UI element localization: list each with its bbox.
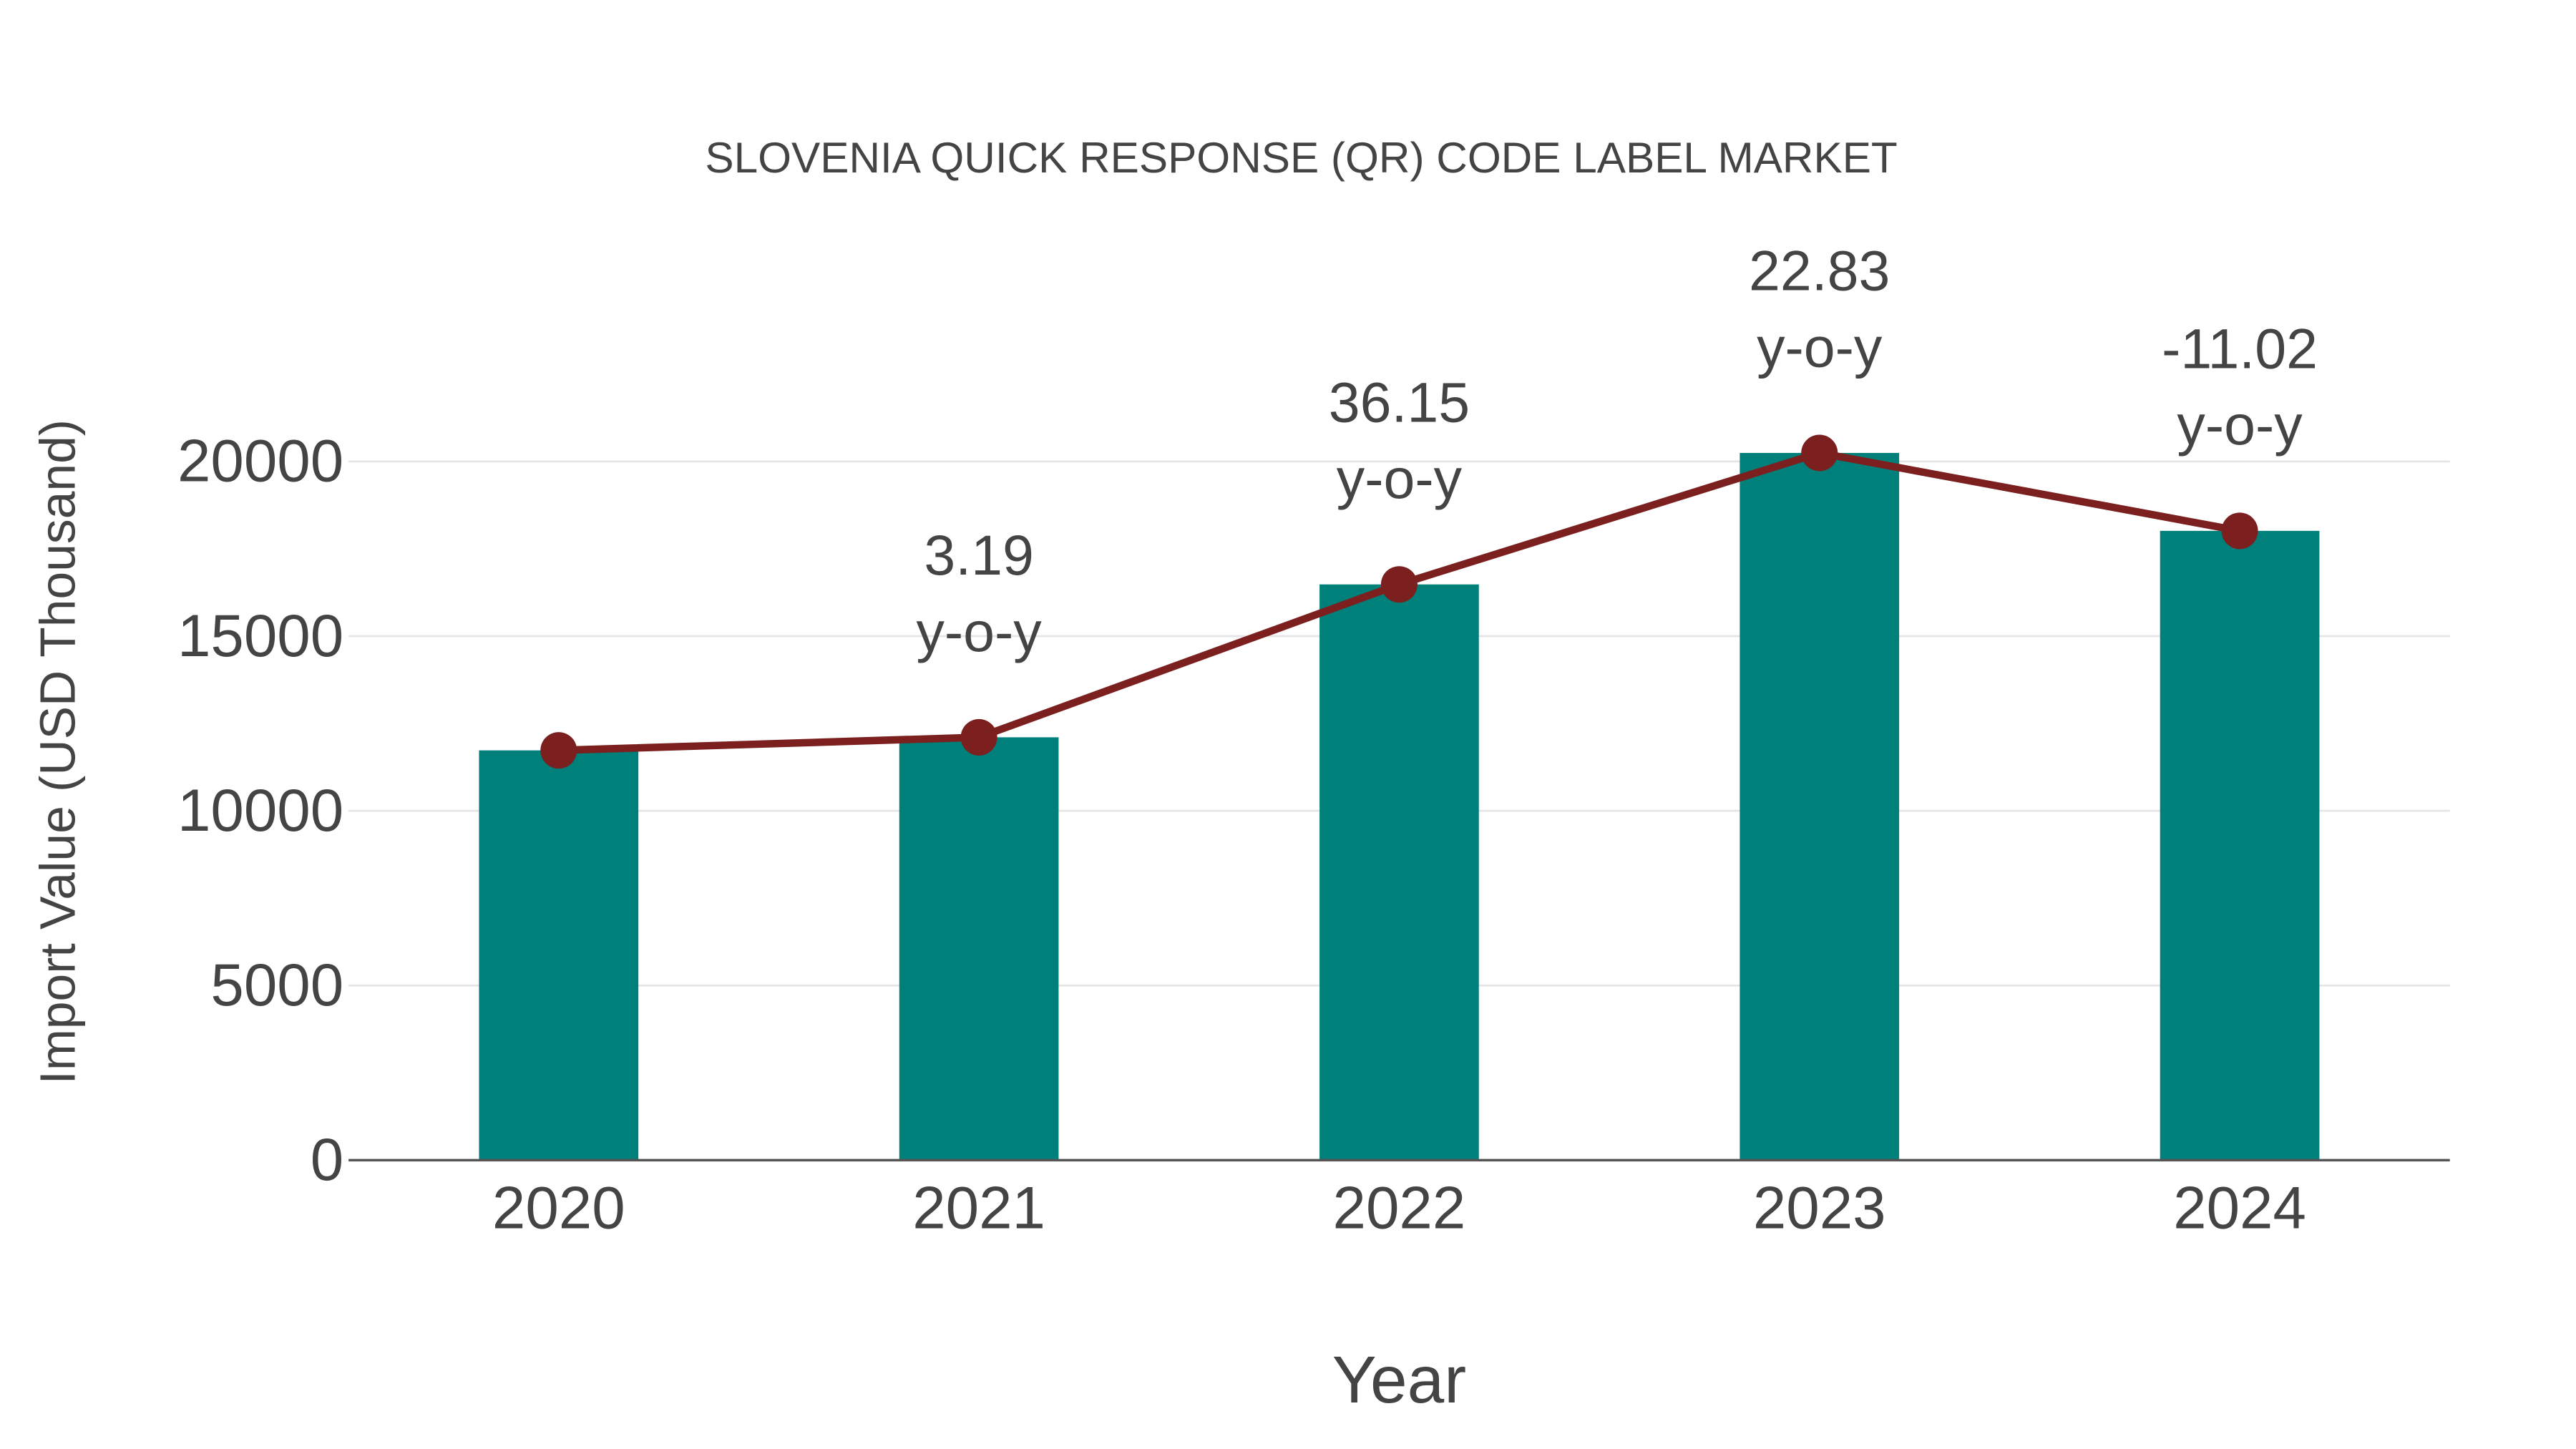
x-axis-label: Year bbox=[1332, 1342, 1466, 1417]
y-tick-label: 10000 bbox=[177, 776, 343, 844]
x-tick-label: 2024 bbox=[2173, 1174, 2306, 1241]
x-tick-label: 2021 bbox=[912, 1174, 1045, 1241]
x-tick-label: 2022 bbox=[1333, 1174, 1466, 1241]
trend-point-2021 bbox=[960, 718, 997, 756]
trend-point-2024 bbox=[2221, 512, 2258, 550]
tick-labels: 0 5000 10000 15000 20000 2020 2021 2022 2023 2024 bbox=[177, 427, 2306, 1241]
y-tick-label: 20000 bbox=[177, 427, 343, 494]
annotation-value: 36.15 bbox=[1329, 371, 1470, 434]
trend-line-group bbox=[540, 434, 2258, 769]
trend-point-2023 bbox=[1801, 434, 1838, 472]
annotation-value: -11.02 bbox=[2162, 318, 2318, 381]
annotation-suffix: y-o-y bbox=[1757, 316, 1883, 379]
bar-2024 bbox=[2160, 530, 2320, 1161]
trend-point-2020 bbox=[540, 732, 577, 769]
annotation-suffix: y-o-y bbox=[2177, 394, 2303, 457]
trend-point-2022 bbox=[1380, 566, 1418, 603]
annotation-suffix: y-o-y bbox=[1337, 447, 1463, 510]
annotation-value: 22.83 bbox=[1749, 240, 1890, 303]
bar-2023 bbox=[1740, 452, 1900, 1161]
y-tick-label: 5000 bbox=[210, 951, 343, 1018]
annotation-suffix: y-o-y bbox=[916, 600, 1042, 663]
annotations: 3.19 y-o-y 36.15 y-o-y 22.83 y-o-y -11.02 y-o-y bbox=[916, 240, 2317, 663]
y-tick-label: 15000 bbox=[177, 602, 343, 669]
bar-2022 bbox=[1319, 584, 1479, 1161]
y-axis-label: Import Value (USD Thousand) bbox=[29, 419, 85, 1084]
x-tick-label: 2020 bbox=[492, 1174, 625, 1241]
y-tick-label: 0 bbox=[311, 1126, 343, 1193]
bar-2020 bbox=[479, 750, 639, 1161]
chart-title: SLOVENIA QUICK RESPONSE (QR) CODE LABEL … bbox=[705, 133, 1897, 182]
annotation-value: 3.19 bbox=[924, 524, 1033, 587]
x-tick-label: 2023 bbox=[1753, 1174, 1886, 1241]
bars bbox=[479, 452, 2320, 1161]
bar-2021 bbox=[899, 737, 1059, 1161]
